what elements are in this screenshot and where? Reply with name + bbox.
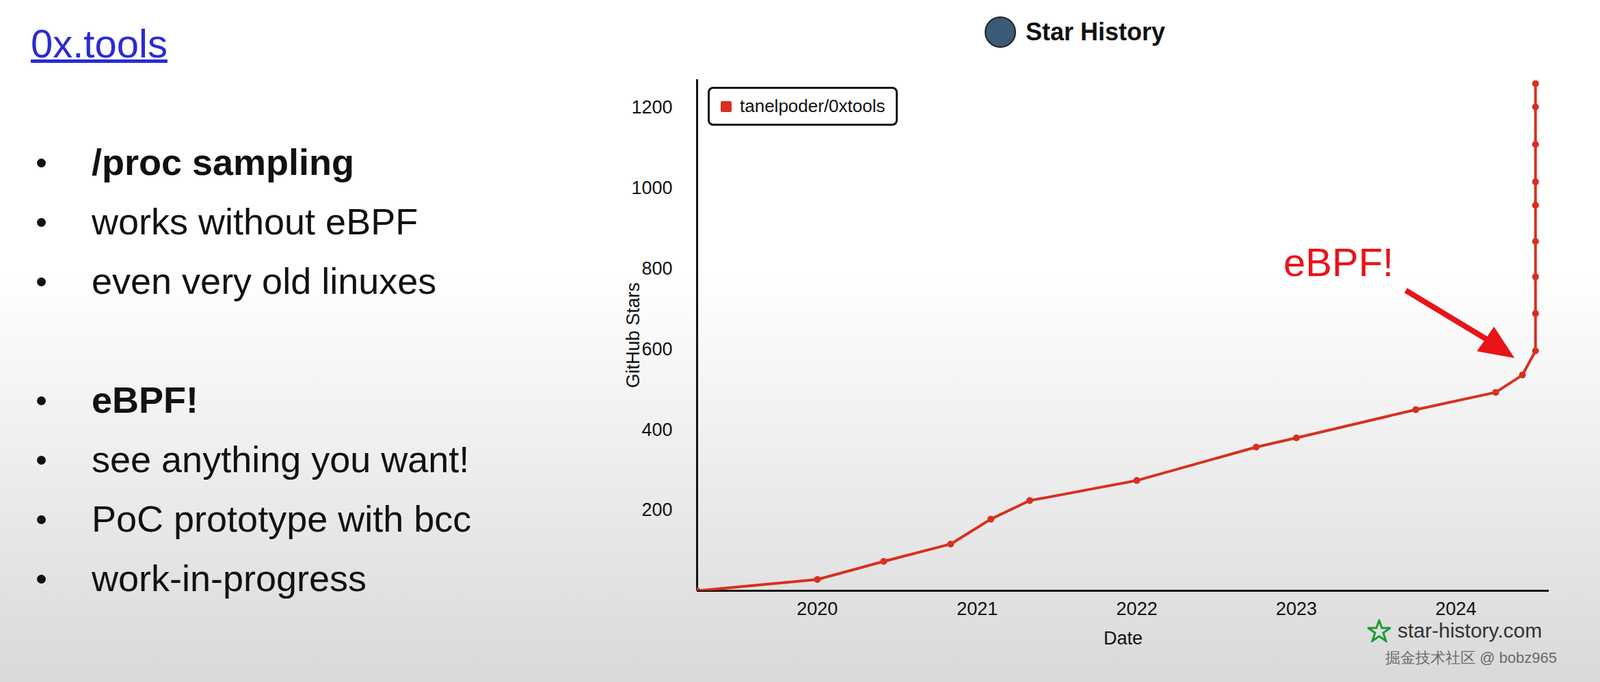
svg-text:1200: 1200 <box>631 97 673 118</box>
html-text:works without eBPF: works without eBPF <box>91 201 418 243</box>
html-text:PoC prototype with bcc: PoC prototype with bcc <box>91 498 472 540</box>
html-text:see anything you want!: see anything you want! <box>91 438 470 480</box>
svg-text:GitHub Stars: GitHub Stars <box>622 282 644 389</box>
html-text:Star History: Star History <box>1025 17 1166 46</box>
svg-text:Date: Date <box>1103 628 1143 649</box>
html-text:tanelpoder/0xtools: tanelpoder/0xtools <box>739 95 886 117</box>
html-text:work-in-progress: work-in-progress <box>91 557 367 599</box>
html-text:掘金技术社区 @ bobz965: 掘金技术社区 @ bobz965 <box>1385 649 1557 667</box>
html-text:eBPF!: eBPF! <box>91 379 199 421</box>
svg-text:2020: 2020 <box>796 598 838 620</box>
svg-text:800: 800 <box>641 258 673 279</box>
html-text:/proc sampling: /proc sampling <box>91 141 355 183</box>
svg-text:2022: 2022 <box>1116 598 1158 620</box>
svg-text:1000: 1000 <box>631 177 673 199</box>
html-text:0x.tools: 0x.tools <box>30 21 168 66</box>
svg-text:400: 400 <box>641 419 673 441</box>
svg-text:2021: 2021 <box>956 598 998 620</box>
svg-text:600: 600 <box>641 339 673 360</box>
svg-text:2024: 2024 <box>1435 598 1477 620</box>
html-text:eBPF!: eBPF! <box>1283 240 1394 285</box>
svg-text:2023: 2023 <box>1275 598 1317 620</box>
svg-text:200: 200 <box>641 499 673 521</box>
html-text:even very old linuxes: even very old linuxes <box>91 260 437 302</box>
html-text:star-history.com: star-history.com <box>1397 619 1543 643</box>
